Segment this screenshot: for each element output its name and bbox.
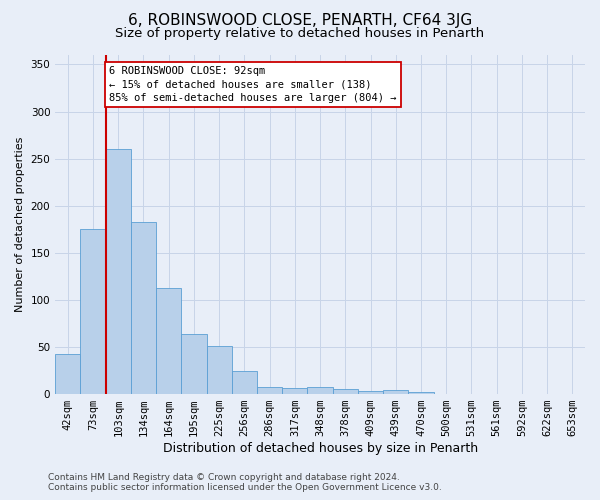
Bar [409,392,434,394]
Bar [80,230,106,394]
Bar [206,346,232,394]
Bar [257,386,282,394]
Bar [307,386,332,394]
Bar [106,149,131,394]
X-axis label: Distribution of detached houses by size in Penarth: Distribution of detached houses by size … [163,442,478,455]
Text: 6 ROBINSWOOD CLOSE: 92sqm
← 15% of detached houses are smaller (138)
85% of semi: 6 ROBINSWOOD CLOSE: 92sqm ← 15% of detac… [109,66,397,102]
Bar [232,370,257,394]
Bar [332,390,358,394]
Text: 6, ROBINSWOOD CLOSE, PENARTH, CF64 3JG: 6, ROBINSWOOD CLOSE, PENARTH, CF64 3JG [128,12,472,28]
Bar [131,222,156,394]
Bar [383,390,409,394]
Text: Size of property relative to detached houses in Penarth: Size of property relative to detached ho… [115,28,485,40]
Bar [55,354,80,394]
Text: Contains HM Land Registry data © Crown copyright and database right 2024.
Contai: Contains HM Land Registry data © Crown c… [48,473,442,492]
Y-axis label: Number of detached properties: Number of detached properties [15,137,25,312]
Bar [358,392,383,394]
Bar [156,288,181,394]
Bar [282,388,307,394]
Bar [181,334,206,394]
